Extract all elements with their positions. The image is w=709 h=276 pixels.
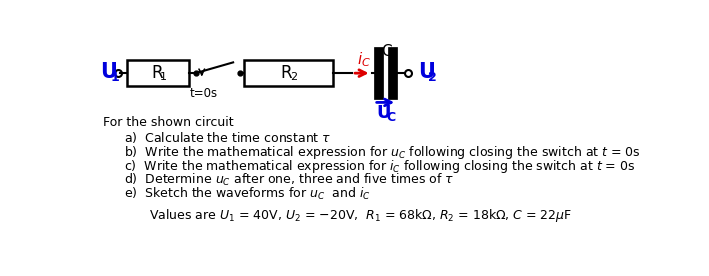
Text: 1: 1 [111, 70, 119, 84]
Text: C: C [381, 44, 391, 59]
Text: For the shown circuit: For the shown circuit [103, 116, 233, 129]
Text: c)  Write the mathematical expression for $i_C$ following closing the switch at : c) Write the mathematical expression for… [124, 158, 635, 175]
Text: d)  Determine $u_C$ after one, three and five times of $\tau$: d) Determine $u_C$ after one, three and … [124, 172, 454, 188]
Text: e)  Sketch the waveforms for $u_C$  and $i_C$: e) Sketch the waveforms for $u_C$ and $i… [124, 185, 371, 202]
Text: i: i [357, 52, 362, 67]
Text: R: R [281, 64, 292, 82]
Text: C: C [386, 111, 396, 124]
Text: Values are $U_1$ = 40V, $U_2$ = $-$20V,  $R_1$ = 68k$\Omega$, $R_2$ = 18k$\Omega: Values are $U_1$ = 40V, $U_2$ = $-$20V, … [149, 207, 572, 224]
Text: R: R [151, 64, 162, 82]
Text: 1: 1 [160, 72, 167, 82]
Text: a)  Calculate the time constant $\tau$: a) Calculate the time constant $\tau$ [124, 130, 332, 145]
Text: C: C [361, 58, 369, 68]
Text: U: U [376, 104, 391, 122]
Text: U: U [418, 62, 435, 83]
Text: U: U [100, 62, 117, 83]
Text: t=0s: t=0s [189, 87, 218, 100]
Bar [128, 60, 189, 86]
Text: 2: 2 [290, 72, 297, 82]
Text: b)  Write the mathematical expression for $u_C$ following closing the switch at : b) Write the mathematical expression for… [124, 144, 641, 161]
Bar [244, 60, 333, 86]
Text: 2: 2 [428, 70, 437, 84]
